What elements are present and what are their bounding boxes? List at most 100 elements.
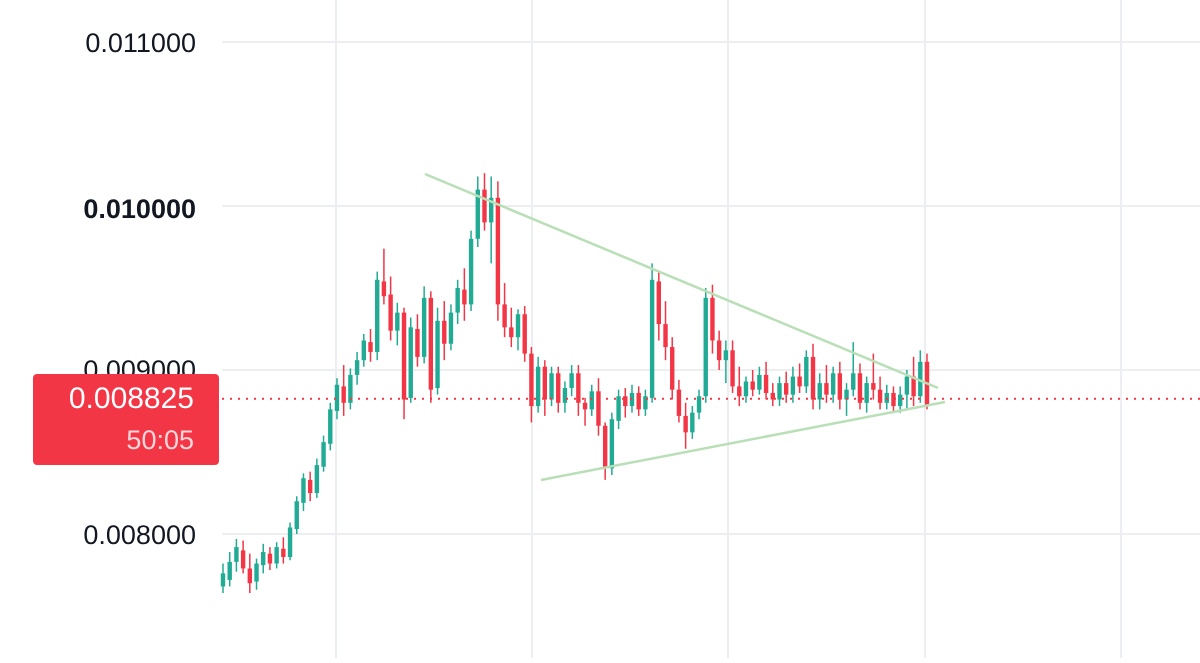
candle-body	[294, 501, 299, 530]
candle-body	[730, 350, 735, 387]
candle-body	[844, 389, 849, 400]
candle-body	[830, 373, 836, 395]
candlesticks	[220, 173, 930, 594]
candle-body	[261, 552, 266, 566]
candle-body	[676, 389, 682, 416]
candle-body	[569, 373, 574, 389]
lower-trendline	[540, 400, 946, 482]
candle-body	[307, 479, 313, 493]
candle-body	[562, 388, 568, 403]
candle-body	[904, 376, 910, 395]
candle-body	[743, 381, 749, 397]
candle-body	[468, 238, 474, 305]
candle-body	[301, 478, 306, 503]
candle-body	[837, 373, 843, 400]
candle-body	[804, 356, 809, 387]
candle-body	[475, 189, 480, 239]
candle-body	[797, 376, 802, 387]
candle-body	[435, 320, 440, 389]
candle-body	[636, 392, 641, 410]
candle-body	[696, 396, 702, 413]
candle-body	[455, 288, 460, 313]
candle-body	[408, 327, 413, 398]
candle-body	[857, 373, 863, 403]
y-tick-label: 0.010000	[83, 194, 196, 224]
candle-body	[535, 366, 541, 407]
candle-body	[643, 396, 648, 410]
candle-body	[442, 320, 447, 344]
candle-body	[495, 197, 501, 305]
candle-body	[395, 312, 400, 331]
candle-body	[529, 353, 534, 407]
candle-body	[710, 297, 715, 341]
candle-body	[824, 383, 829, 395]
candle-body	[663, 324, 668, 348]
candle-body	[401, 312, 407, 400]
candle-body	[488, 197, 494, 223]
candle-body	[891, 392, 896, 407]
candle-body	[254, 563, 259, 582]
candle-body	[911, 376, 916, 397]
candle-countdown: 50:05	[126, 425, 194, 455]
candle-body	[274, 547, 279, 564]
y-tick-label: 0.011000	[85, 28, 196, 58]
candle-body	[790, 376, 796, 395]
candle-body	[683, 415, 688, 433]
candle-body	[918, 361, 923, 397]
candle-body	[287, 527, 293, 557]
candle-body	[502, 304, 507, 328]
candle-body	[482, 189, 487, 223]
candle-body	[542, 366, 548, 400]
candle-body	[361, 340, 366, 361]
candle-body	[623, 396, 628, 407]
candle-body	[240, 550, 246, 569]
upper-trendline	[424, 172, 939, 390]
candle-body	[281, 548, 286, 557]
current-price-value: 0.008825	[68, 382, 194, 415]
candle-body	[227, 561, 232, 580]
candle-body	[723, 350, 729, 361]
candle-body	[582, 402, 588, 410]
candle-body	[428, 297, 434, 390]
candle-body	[381, 281, 387, 297]
candle-body	[877, 389, 883, 403]
candle-body	[354, 360, 360, 375]
candle-body	[247, 568, 253, 584]
candle-body	[509, 327, 514, 338]
candle-body	[328, 409, 333, 444]
candle-body	[703, 297, 708, 397]
triangle-pattern	[222, 172, 1200, 482]
candle-body	[522, 314, 527, 354]
candle-body	[549, 373, 554, 400]
candle-body	[609, 419, 615, 469]
candle-body	[737, 386, 742, 397]
candle-body	[348, 374, 353, 403]
candle-body	[716, 340, 722, 361]
candle-body	[864, 383, 869, 403]
candle-body	[770, 392, 775, 400]
candle-body	[415, 329, 420, 357]
candle-body	[649, 279, 655, 398]
current-price-tag: 0.008825 50:05	[33, 374, 219, 465]
candle-body	[556, 373, 561, 403]
candle-body	[234, 547, 239, 562]
candle-body	[388, 294, 393, 331]
candle-body	[757, 374, 762, 390]
candle-body	[576, 373, 581, 403]
candle-body	[670, 347, 675, 390]
candle-body	[763, 374, 769, 393]
candle-body	[851, 373, 856, 390]
candle-body	[602, 425, 608, 469]
candle-body	[267, 553, 273, 564]
candle-body	[220, 573, 226, 587]
candle-body	[462, 289, 467, 305]
candle-body	[334, 384, 340, 411]
candle-body	[368, 342, 373, 352]
candle-body	[810, 356, 816, 400]
candle-body	[589, 391, 594, 410]
candle-body	[750, 381, 755, 390]
candle-body	[690, 412, 695, 433]
candle-body	[897, 394, 903, 407]
